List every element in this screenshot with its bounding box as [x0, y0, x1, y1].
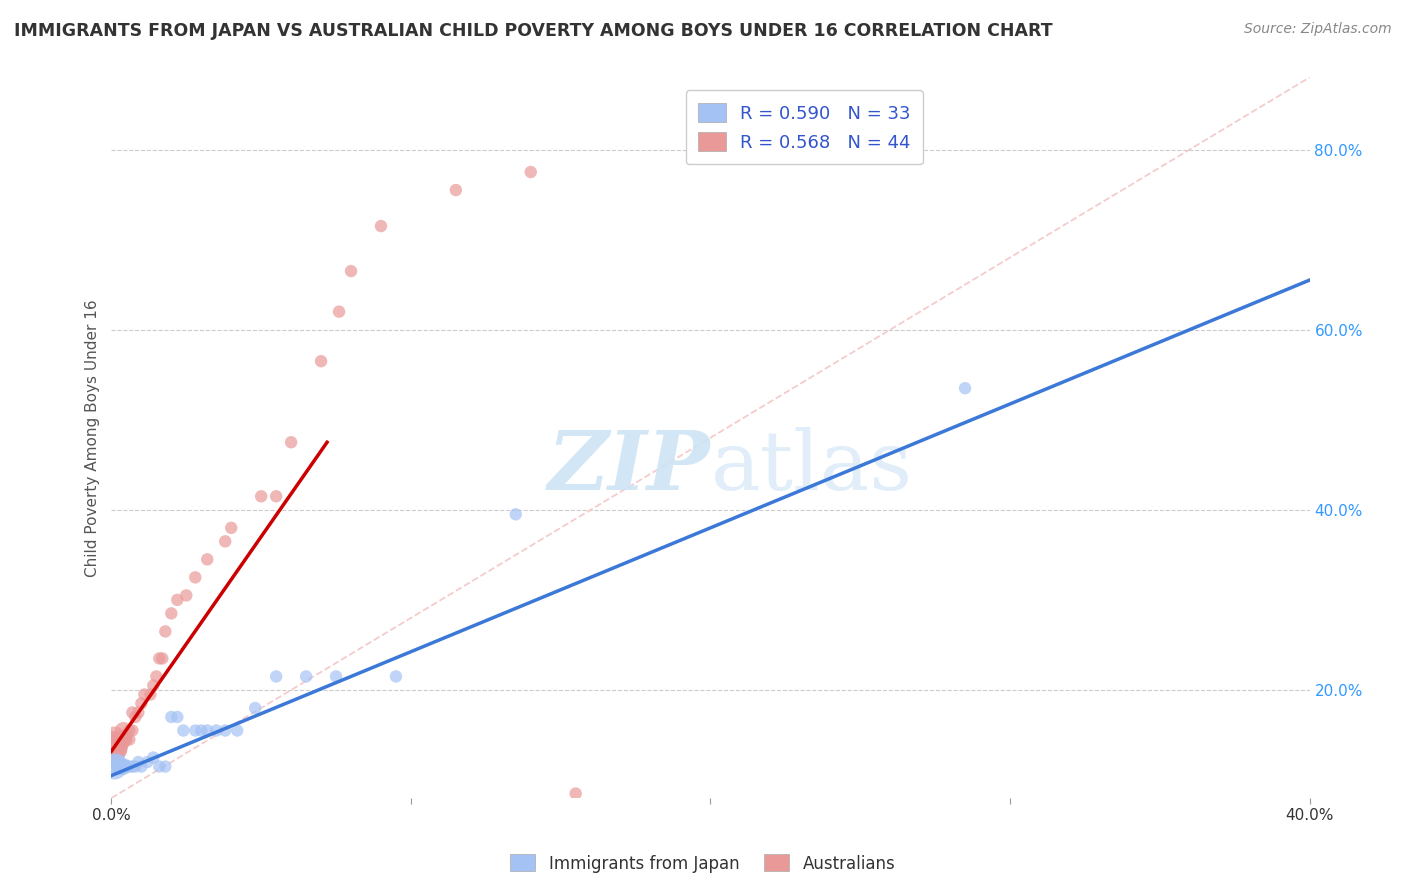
Point — [134, 688, 156, 702]
Point — [124, 759, 146, 773]
Point — [226, 723, 249, 738]
Y-axis label: Child Poverty Among Boys Under 16: Child Poverty Among Boys Under 16 — [86, 299, 100, 576]
Point — [127, 755, 149, 769]
Point — [103, 759, 125, 773]
Point — [184, 723, 207, 738]
Point — [150, 651, 173, 665]
Point — [184, 570, 207, 584]
Point — [953, 381, 976, 395]
Point — [214, 534, 236, 549]
Text: ZIP: ZIP — [548, 426, 710, 507]
Point — [103, 732, 125, 747]
Point — [370, 219, 392, 233]
Point — [121, 759, 143, 773]
Point — [172, 723, 194, 738]
Point — [115, 728, 138, 742]
Point — [139, 688, 162, 702]
Point — [112, 759, 135, 773]
Legend: Immigrants from Japan, Australians: Immigrants from Japan, Australians — [503, 847, 903, 880]
Point — [127, 706, 149, 720]
Point — [340, 264, 363, 278]
Point — [110, 759, 132, 773]
Point — [110, 759, 132, 773]
Point — [100, 737, 122, 751]
Point — [103, 741, 125, 756]
Point — [103, 737, 125, 751]
Text: IMMIGRANTS FROM JAPAN VS AUSTRALIAN CHILD POVERTY AMONG BOYS UNDER 16 CORRELATIO: IMMIGRANTS FROM JAPAN VS AUSTRALIAN CHIL… — [14, 22, 1053, 40]
Point — [264, 669, 287, 683]
Point — [160, 710, 183, 724]
Point — [280, 435, 302, 450]
Point — [295, 669, 318, 683]
Point — [136, 755, 159, 769]
Point — [160, 607, 183, 621]
Point — [444, 183, 467, 197]
Point — [155, 624, 177, 639]
Point — [166, 710, 188, 724]
Point — [219, 521, 242, 535]
Point — [519, 165, 541, 179]
Point — [118, 759, 141, 773]
Point — [195, 723, 218, 738]
Point — [174, 588, 197, 602]
Point — [205, 723, 228, 738]
Point — [107, 759, 129, 773]
Point — [243, 701, 266, 715]
Point — [131, 759, 153, 773]
Point — [166, 593, 188, 607]
Point — [115, 759, 138, 773]
Point — [148, 759, 170, 773]
Legend: R = 0.590   N = 33, R = 0.568   N = 44: R = 0.590 N = 33, R = 0.568 N = 44 — [686, 90, 924, 164]
Point — [110, 737, 132, 751]
Point — [195, 552, 218, 566]
Point — [325, 669, 347, 683]
Point — [103, 741, 125, 756]
Point — [190, 723, 212, 738]
Point — [118, 723, 141, 738]
Point — [107, 755, 129, 769]
Point — [115, 759, 138, 773]
Point — [107, 737, 129, 751]
Point — [385, 669, 408, 683]
Point — [121, 706, 143, 720]
Point — [328, 304, 350, 318]
Point — [264, 489, 287, 503]
Point — [309, 354, 332, 368]
Point — [145, 669, 167, 683]
Point — [118, 732, 141, 747]
Point — [107, 741, 129, 756]
Point — [112, 732, 135, 747]
Point — [214, 723, 236, 738]
Point — [112, 723, 135, 738]
Text: Source: ZipAtlas.com: Source: ZipAtlas.com — [1244, 22, 1392, 37]
Point — [564, 787, 586, 801]
Point — [250, 489, 273, 503]
Point — [115, 732, 138, 747]
Point — [131, 697, 153, 711]
Point — [148, 651, 170, 665]
Point — [505, 508, 527, 522]
Text: atlas: atlas — [710, 426, 912, 507]
Point — [110, 732, 132, 747]
Point — [124, 710, 146, 724]
Point — [142, 750, 165, 764]
Point — [121, 723, 143, 738]
Point — [142, 678, 165, 692]
Point — [155, 759, 177, 773]
